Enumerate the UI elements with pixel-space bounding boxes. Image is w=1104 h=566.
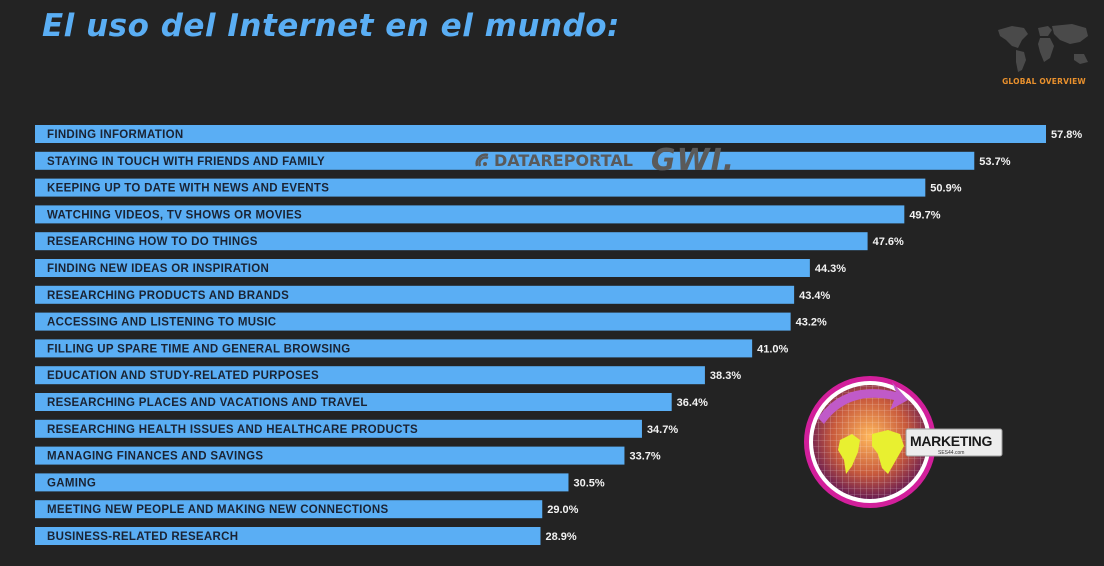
datareportal-icon [475, 153, 489, 167]
bar [35, 473, 569, 492]
bar [35, 205, 905, 224]
bar-label: RESEARCHING PLACES AND VACATIONS AND TRA… [47, 397, 368, 409]
bar [35, 232, 868, 251]
bar [35, 151, 975, 170]
bar [35, 419, 642, 438]
bar-label: RESEARCHING HOW TO DO THINGS [47, 236, 258, 248]
value-label: 28.9% [546, 531, 577, 543]
global-overview-badge: GLOBAL OVERVIEW [994, 20, 1094, 90]
value-label: 29.0% [547, 504, 578, 516]
value-label: 41.0% [757, 343, 788, 355]
datareportal-text: DATAREPORTAL [494, 150, 633, 170]
bar [35, 259, 810, 277]
bar-label: GAMING [47, 477, 96, 489]
value-label: 33.7% [629, 451, 660, 463]
bar [35, 125, 1046, 143]
bar-label: FILLING UP SPARE TIME AND GENERAL BROWSI… [47, 343, 351, 355]
bar-label: RESEARCHING HEALTH ISSUES AND HEALTHCARE… [47, 424, 418, 436]
bar-label: MEETING NEW PEOPLE AND MAKING NEW CONNEC… [47, 504, 388, 516]
marketing-logo: MARKETING SES44.com [804, 376, 1003, 508]
value-label: 36.4% [677, 397, 708, 409]
bar-label: KEEPING UP TO DATE WITH NEWS AND EVENTS [47, 183, 329, 195]
bar-label: FINDING NEW IDEAS OR INSPIRATION [47, 263, 269, 275]
bar [35, 366, 705, 385]
bar-label: EDUCATION AND STUDY-RELATED PURPOSES [47, 370, 319, 382]
global-overview-label: GLOBAL OVERVIEW [1002, 77, 1086, 86]
value-label: 49.7% [909, 209, 940, 221]
logo-word: MARKETING [910, 433, 992, 449]
value-label: 43.4% [799, 290, 830, 302]
bar [35, 393, 672, 411]
bar-label: RESEARCHING PRODUCTS AND BRANDS [47, 290, 289, 302]
value-label: 38.3% [710, 370, 741, 382]
logo-sub: SES44.com [938, 450, 964, 456]
gwi-watermark: GWI. [650, 142, 736, 178]
value-label: 30.5% [573, 477, 604, 489]
page-title: El uso del Internet en el mundo: [42, 8, 620, 44]
datareportal-watermark: DATAREPORTAL [474, 151, 633, 170]
bar [35, 285, 795, 304]
bar-label: WATCHING VIDEOS, TV SHOWS OR MOVIES [47, 209, 302, 221]
bar [35, 500, 543, 519]
value-label: 44.3% [815, 263, 846, 275]
bar [35, 527, 541, 545]
bar [35, 178, 926, 197]
world-map-icon [998, 24, 1088, 72]
watermark: DATAREPORTAL GWI. [474, 142, 736, 178]
bar-label: BUSINESS-RELATED RESEARCH [47, 531, 238, 543]
bar-label: FINDING INFORMATION [47, 129, 183, 141]
value-label: 43.2% [796, 317, 827, 329]
bar-label: STAYING IN TOUCH WITH FRIENDS AND FAMILY [47, 156, 325, 168]
bar [35, 446, 625, 465]
bar [35, 312, 791, 331]
value-label: 50.9% [930, 183, 961, 195]
bar-label: MANAGING FINANCES AND SAVINGS [47, 451, 263, 463]
bar-label: ACCESSING AND LISTENING TO MUSIC [47, 317, 276, 329]
value-label: 53.7% [979, 156, 1010, 168]
value-label: 57.8% [1051, 129, 1082, 141]
value-label: 47.6% [873, 236, 904, 248]
bar [35, 339, 753, 358]
value-label: 34.7% [647, 424, 678, 436]
